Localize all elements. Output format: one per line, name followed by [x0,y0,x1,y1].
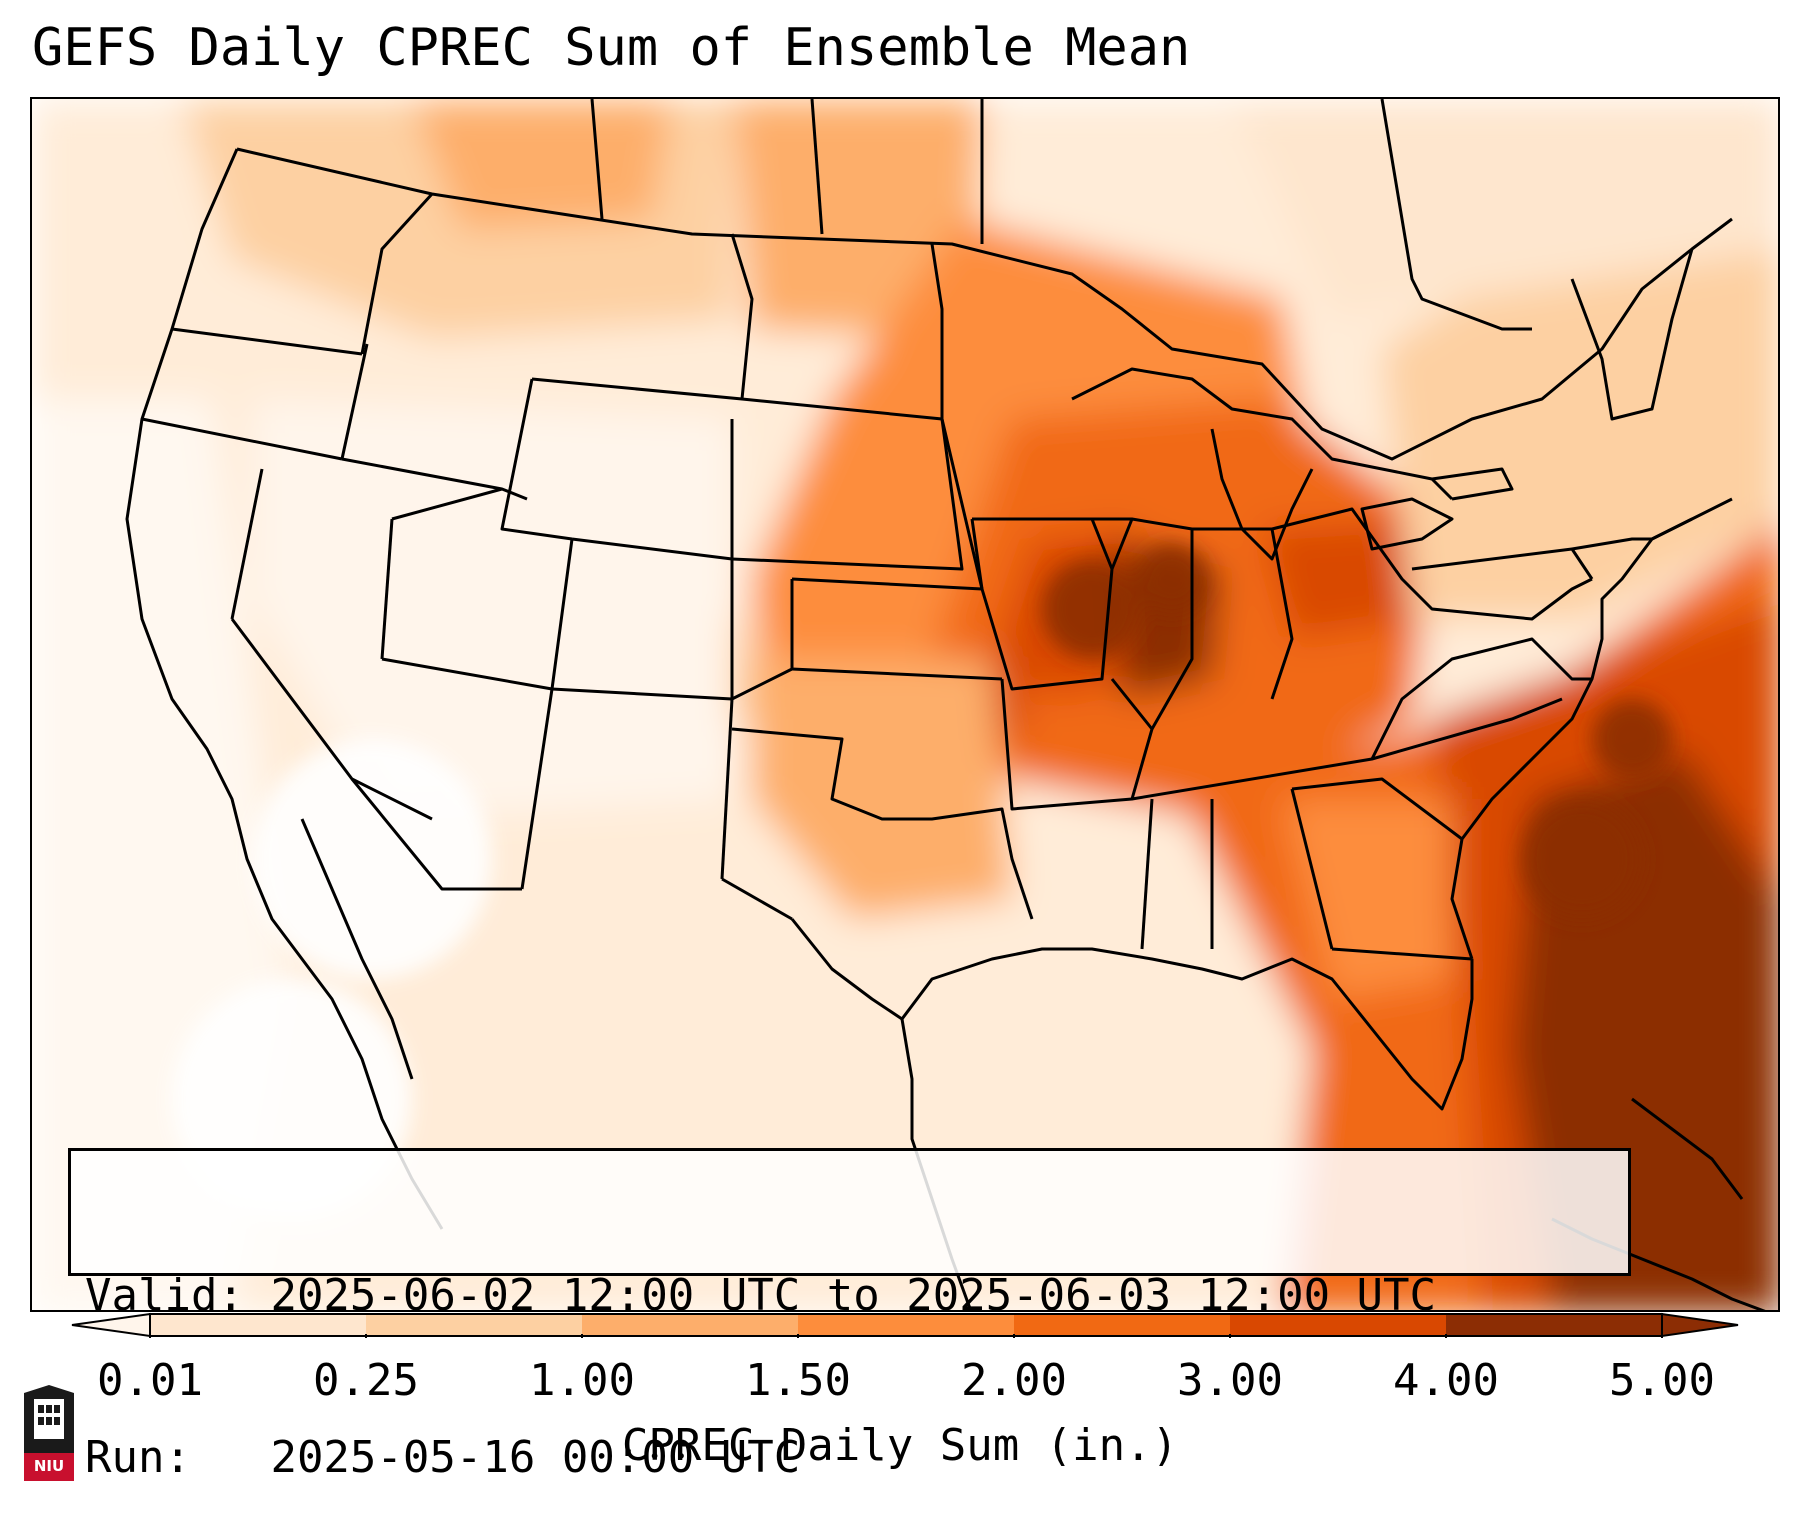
colorbar-tick-label: 4.00 [1393,1355,1499,1406]
colorbar-segment [582,1314,798,1336]
valid-value: 2025-06-02 12:00 UTC to 2025-06-03 12:00… [270,1270,1437,1321]
colorbar-tick-label: 1.00 [529,1355,635,1406]
colorbar-tick-label: 2.00 [961,1355,1067,1406]
map-boundaries [125,99,1766,1310]
niu-logo: NIU [20,1385,78,1481]
colorbar-label: CPREC Daily Sum (in.) [621,1420,1179,1471]
map-title: GEFS Daily CPREC Sum of Ensemble Mean [32,18,1191,78]
colorbar-extend-high [1661,1312,1739,1338]
colorbar-segment [366,1314,582,1336]
colorbar-tick-label: 3.00 [1177,1355,1283,1406]
run-row: Run: 2025-05-16 00:00 UTC [85,1431,1614,1485]
colorbar-tick-label: 0.25 [313,1355,419,1406]
run-label: Run: [85,1432,191,1483]
colorbar-segment [1230,1314,1446,1336]
colorbar-ticks [149,1334,1663,1338]
niu-logo-text: NIU [33,1457,65,1475]
colorbar-tick-label: 0.01 [97,1355,203,1406]
valid-run-info-box: Valid: 2025-06-02 12:00 UTC to 2025-06-0… [68,1148,1631,1483]
colorbar-segments [71,1312,1739,1338]
colorbar-segment [1446,1314,1662,1336]
valid-label: Valid: [85,1270,244,1321]
niu-logo-graphic [24,1385,74,1481]
colorbar [71,1312,1739,1338]
colorbar-extend-low [71,1312,151,1338]
colorbar-tick-label: 5.00 [1609,1355,1715,1406]
colorbar-segment [150,1314,366,1336]
colorbar-outline [149,1313,1663,1337]
precipitation-map [30,97,1780,1312]
map-svg [32,99,1778,1310]
colorbar-segment [798,1314,1014,1336]
colorbar-segment [1014,1314,1230,1336]
run-value: 2025-05-16 00:00 UTC [270,1432,801,1483]
colorbar-tick-label: 1.50 [745,1355,851,1406]
valid-row: Valid: 2025-06-02 12:00 UTC to 2025-06-0… [85,1269,1614,1323]
